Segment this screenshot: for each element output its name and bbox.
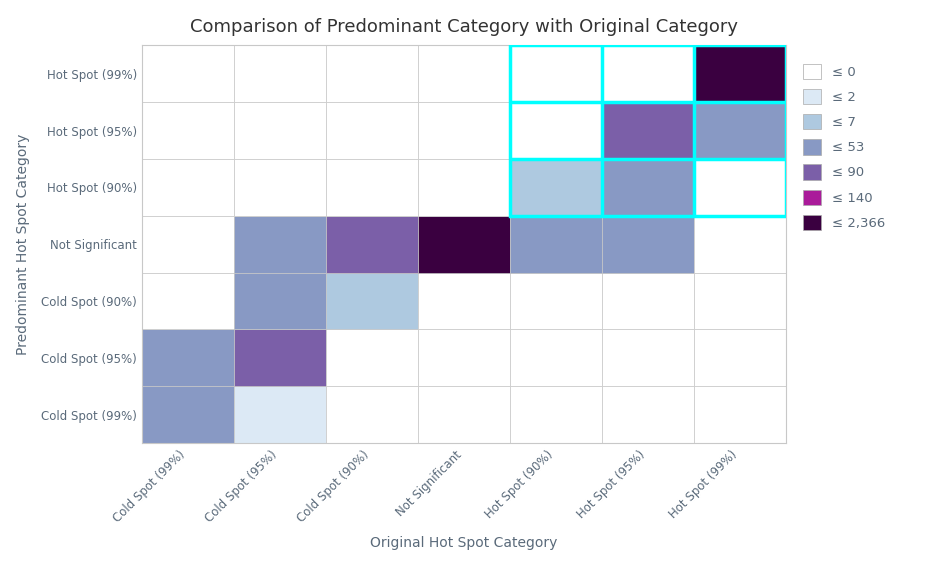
Bar — [602, 159, 694, 216]
Bar — [234, 102, 326, 159]
Title: Comparison of Predominant Category with Original Category: Comparison of Predominant Category with … — [190, 18, 738, 36]
Bar — [326, 386, 418, 443]
Bar — [418, 273, 510, 329]
Bar — [234, 329, 326, 386]
Bar — [326, 159, 418, 216]
Bar — [142, 102, 234, 159]
Bar — [418, 102, 510, 159]
Bar — [326, 45, 418, 102]
Bar — [142, 45, 234, 102]
Bar — [694, 329, 786, 386]
Bar — [142, 273, 234, 329]
Bar — [602, 102, 694, 159]
Bar — [510, 216, 602, 273]
Bar — [510, 159, 602, 216]
Bar — [510, 45, 602, 102]
Bar — [694, 216, 786, 273]
Bar — [234, 273, 326, 329]
Bar — [602, 386, 694, 443]
Bar — [602, 216, 694, 273]
Bar — [326, 273, 418, 329]
Bar — [142, 329, 234, 386]
Legend: ≤ 0, ≤ 2, ≤ 7, ≤ 53, ≤ 90, ≤ 140, ≤ 2,366: ≤ 0, ≤ 2, ≤ 7, ≤ 53, ≤ 90, ≤ 140, ≤ 2,36… — [799, 60, 889, 234]
Bar — [326, 329, 418, 386]
Bar — [510, 273, 602, 329]
Bar — [142, 386, 234, 443]
Bar — [602, 273, 694, 329]
Bar — [602, 45, 694, 102]
Bar — [234, 159, 326, 216]
Bar — [234, 386, 326, 443]
Bar — [510, 329, 602, 386]
Bar — [234, 45, 326, 102]
Bar — [510, 386, 602, 443]
Bar — [418, 45, 510, 102]
Bar — [510, 102, 602, 159]
X-axis label: Original Hot Spot Category: Original Hot Spot Category — [370, 536, 558, 550]
Y-axis label: Predominant Hot Spot Category: Predominant Hot Spot Category — [16, 133, 30, 355]
Bar — [694, 102, 786, 159]
Bar — [418, 159, 510, 216]
Bar — [234, 216, 326, 273]
Bar — [418, 329, 510, 386]
Bar — [326, 216, 418, 273]
Bar — [142, 216, 234, 273]
Bar — [326, 102, 418, 159]
Bar — [142, 159, 234, 216]
Bar — [510, 45, 786, 216]
Bar — [418, 216, 510, 273]
Bar — [602, 329, 694, 386]
Bar — [694, 273, 786, 329]
Bar — [694, 45, 786, 102]
Bar — [694, 386, 786, 443]
Bar — [418, 386, 510, 443]
Bar — [694, 159, 786, 216]
